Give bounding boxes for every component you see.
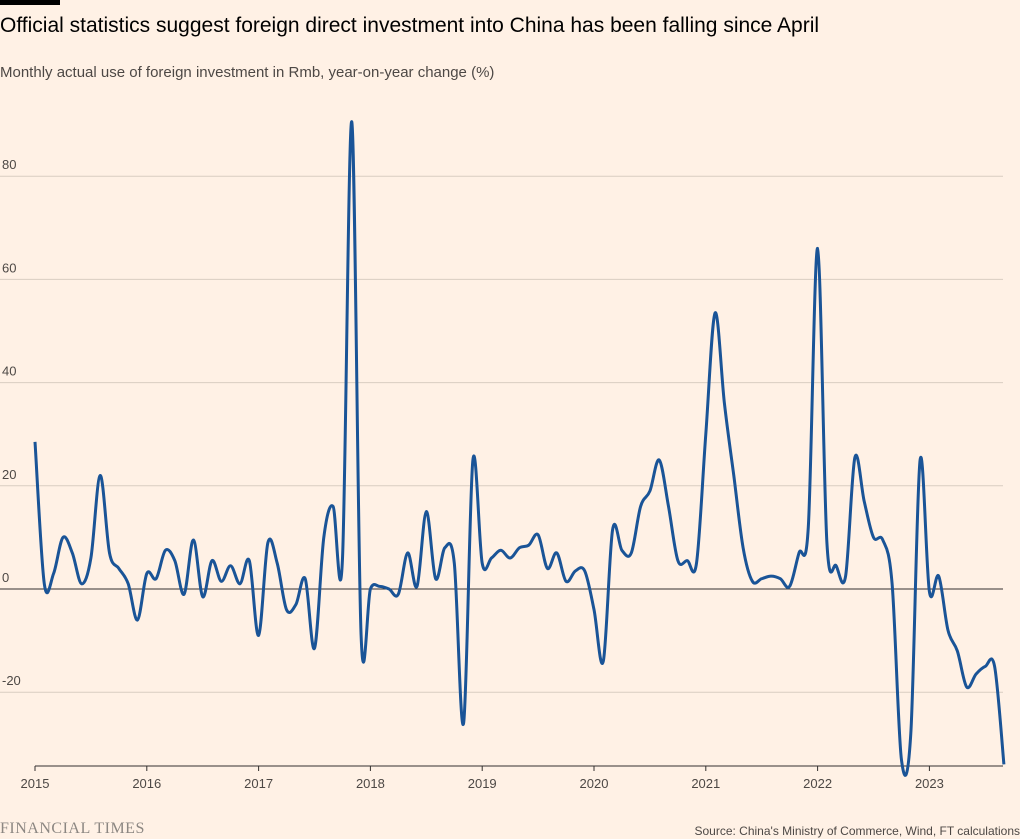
y-tick-label: 80 [2, 157, 16, 172]
y-tick-label: 0 [2, 570, 9, 585]
x-tick-label: 2015 [21, 776, 50, 791]
y-tick-label: 20 [2, 467, 16, 482]
series-layer [33, 120, 1006, 777]
x-axis-ticks: 2015 2016 2017 2018 2019 2020 2021 2022 2023 [21, 765, 1003, 791]
chart-title: Official statistics suggest foreign dire… [0, 14, 820, 37]
y-tick-label: 40 [2, 364, 16, 379]
grid-lines [0, 175, 1003, 693]
x-tick-label: 2021 [691, 776, 720, 791]
brand-top-bar [0, 0, 60, 5]
chart-subtitle: Monthly actual use of foreign investment… [0, 64, 495, 81]
x-tick-label: 2019 [468, 776, 497, 791]
x-tick-label: 2020 [580, 776, 609, 791]
y-tick-label: 60 [2, 260, 16, 275]
x-tick-label: 2016 [132, 776, 161, 791]
x-tick-label: 2017 [244, 776, 273, 791]
ft-logo: FINANCIAL TIMES [0, 820, 145, 837]
y-axis-ticks: 80 60 40 20 0 -20 [2, 157, 21, 688]
x-tick-label: 2022 [803, 776, 832, 791]
y-tick-label: -20 [2, 673, 21, 688]
source-note: Source: China's Ministry of Commerce, Wi… [694, 824, 1020, 838]
x-tick-label: 2023 [915, 776, 944, 791]
x-tick-label: 2018 [356, 776, 385, 791]
series-line [33, 120, 1006, 777]
